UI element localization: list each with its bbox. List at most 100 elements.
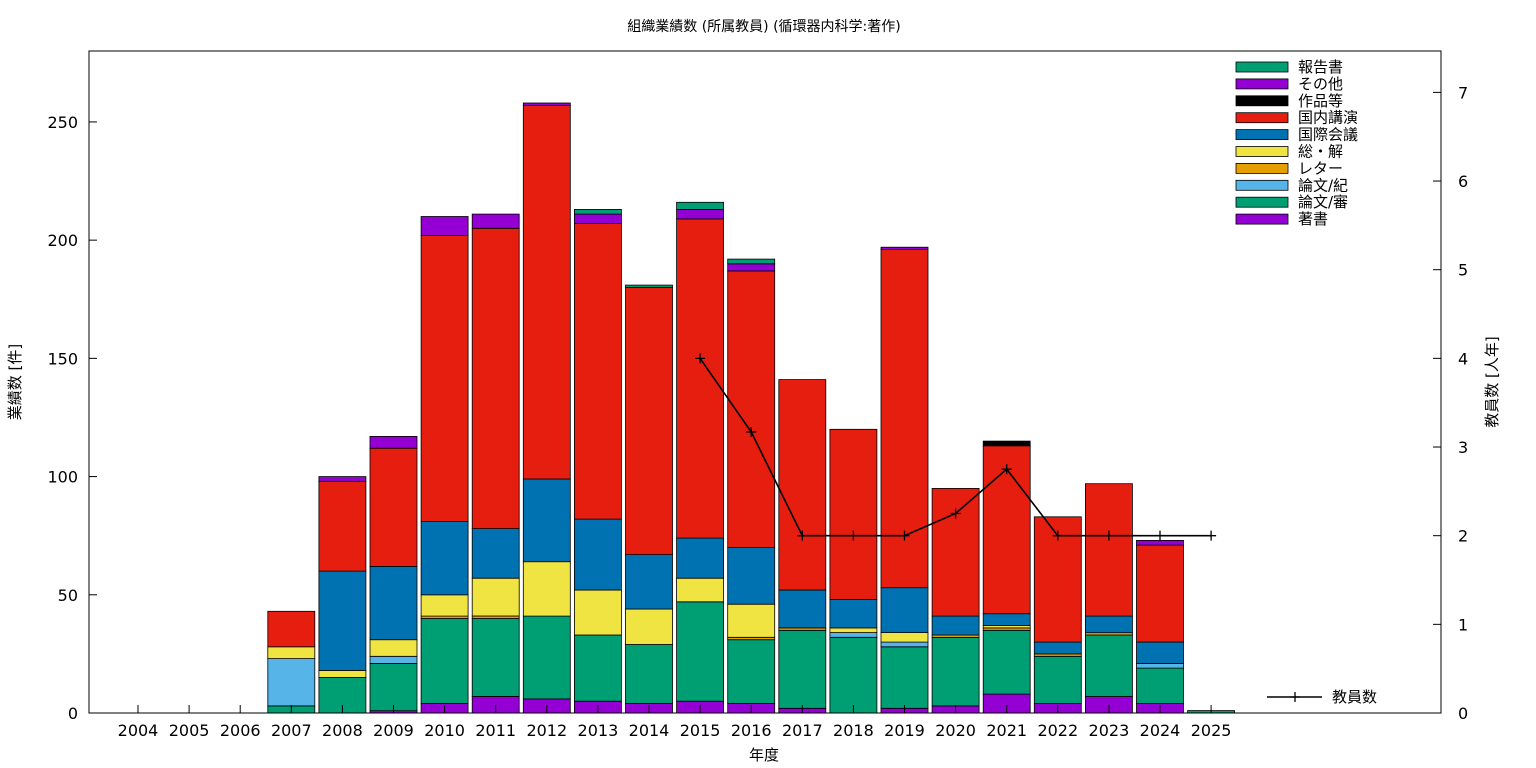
- bar-2008-series-6: [318, 480, 367, 572]
- bar-2012-series-4: [522, 561, 571, 617]
- bar-2015-series-9: [676, 201, 724, 210]
- bar-2019-series-4: [880, 632, 929, 643]
- bar-2009-series-5: [369, 566, 418, 641]
- line-point-2015: [695, 353, 706, 364]
- bar-2014-series-1: [625, 644, 673, 704]
- bar-2010-series-6: [420, 234, 469, 522]
- x-tick-label-2025: 2025: [1191, 721, 1232, 740]
- bar-2013-series-5: [574, 518, 622, 591]
- bar-2021-series-1: [982, 629, 1031, 695]
- bar-2020-series-5: [931, 615, 980, 636]
- x-tick-label-2010: 2010: [424, 721, 465, 740]
- bar-2013-series-9: [574, 208, 622, 215]
- y2-axis-label: 教員数 [人年]: [1483, 336, 1501, 427]
- bar-2020-series-1: [931, 636, 980, 707]
- y-tick-label: 0: [68, 704, 78, 723]
- legend-line-label: 教員数: [1332, 688, 1377, 706]
- bar-2016-series-4: [727, 603, 776, 638]
- legend-swatch: [1235, 129, 1289, 141]
- x-axis-label: 年度: [749, 746, 779, 764]
- line-point-2021: [1001, 464, 1012, 475]
- legend-label: その他: [1298, 75, 1343, 93]
- x-tick-label-2017: 2017: [782, 721, 823, 740]
- x-tick-label-2015: 2015: [680, 721, 721, 740]
- bar-2011-series-4: [471, 577, 520, 617]
- bar-2010-series-1: [420, 618, 469, 704]
- line-point-2024: [1155, 530, 1165, 541]
- bar-2013-series-6: [574, 223, 622, 520]
- bar-2013-series-1: [574, 634, 622, 702]
- y-axis-label: 業績数 [件]: [6, 344, 24, 420]
- x-tick-label-2016: 2016: [731, 721, 772, 740]
- legend-label: レター: [1298, 159, 1343, 177]
- bar-2016-series-9: [727, 258, 776, 265]
- y2-tick-label: 4: [1458, 349, 1468, 368]
- x-tick-label-2024: 2024: [1140, 721, 1181, 740]
- bar-2014-series-5: [625, 554, 673, 610]
- bar-2017-series-6: [778, 379, 827, 591]
- x-tick-label-2011: 2011: [475, 721, 516, 740]
- bar-2011-series-3: [471, 615, 520, 619]
- legend-swatch: [1235, 95, 1289, 107]
- bar-2014-series-9: [625, 284, 673, 288]
- bar-2009-series-2: [369, 655, 418, 664]
- y2-tick-label: 0: [1458, 704, 1468, 723]
- y2-tick-label: 3: [1458, 438, 1468, 457]
- legend-label: 国際会議: [1298, 126, 1358, 144]
- bar-2007-series-4: [267, 646, 316, 659]
- legend-swatch: [1235, 213, 1289, 225]
- bar-2013-series-4: [574, 589, 622, 636]
- bar-2011-series-6: [471, 227, 520, 529]
- bar-2007-series-6: [267, 610, 316, 648]
- y2-tick-label: 1: [1458, 615, 1468, 634]
- bar-2008-series-4: [318, 670, 367, 678]
- line-layer: [695, 353, 1217, 541]
- bar-2023-series-5: [1085, 615, 1133, 634]
- legend-line-marker: [1290, 692, 1300, 702]
- legend-swatch: [1235, 78, 1289, 90]
- x-tick-label-2020: 2020: [935, 721, 976, 740]
- legend-swatch: [1235, 61, 1289, 73]
- bar-2016-series-5: [727, 547, 776, 605]
- y-tick-label: 200: [47, 231, 78, 250]
- x-tick-label-2009: 2009: [373, 721, 414, 740]
- bar-2015-series-6: [676, 218, 724, 539]
- bar-2015-series-4: [676, 577, 724, 603]
- bar-2017-series-1: [778, 629, 827, 709]
- bar-2022-series-1: [1033, 655, 1082, 704]
- y-tick-label: 100: [47, 468, 78, 487]
- legend-swatch: [1235, 162, 1289, 174]
- bar-2024-series-5: [1136, 641, 1184, 664]
- y2-tick-label: 5: [1458, 261, 1468, 280]
- bar-2019-series-8: [880, 246, 929, 250]
- bars-layer: [267, 102, 1235, 714]
- legend-swatch: [1235, 196, 1289, 208]
- bar-2009-series-1: [369, 663, 418, 712]
- legend-label: 論文/審: [1298, 193, 1348, 211]
- line-point-2023: [1103, 530, 1114, 541]
- bar-2020-series-6: [931, 487, 980, 617]
- bar-2024-series-1: [1136, 667, 1184, 704]
- legend-label: 報告書: [1298, 58, 1343, 76]
- x-tick-label-2021: 2021: [986, 721, 1027, 740]
- legend-label: 著書: [1298, 210, 1328, 228]
- y-tick-label: 250: [47, 113, 78, 132]
- bar-2015-series-8: [676, 208, 724, 220]
- line-point-2018: [848, 530, 859, 541]
- bar-2015-series-5: [676, 537, 724, 579]
- bar-2021-series-5: [982, 613, 1031, 626]
- axes-layer: 0 50 100 150 200 250 0 1 2 3 4 5 6 7 2004 2005 2006 2007 2…: [47, 83, 1468, 740]
- y-tick-label: 150: [47, 349, 78, 368]
- line-point-2025: [1206, 530, 1217, 541]
- bar-2011-series-8: [471, 213, 520, 229]
- line-point-2019: [899, 530, 910, 541]
- bar-2019-series-2: [880, 641, 929, 648]
- bar-2018-series-1: [829, 636, 878, 714]
- x-tick-label-2004: 2004: [118, 721, 159, 740]
- bar-2017-series-5: [778, 589, 827, 629]
- line-point-2020: [950, 508, 961, 519]
- x-tick-label-2007: 2007: [271, 721, 312, 740]
- legend-swatch: [1235, 179, 1289, 191]
- bar-2013-series-8: [574, 213, 622, 225]
